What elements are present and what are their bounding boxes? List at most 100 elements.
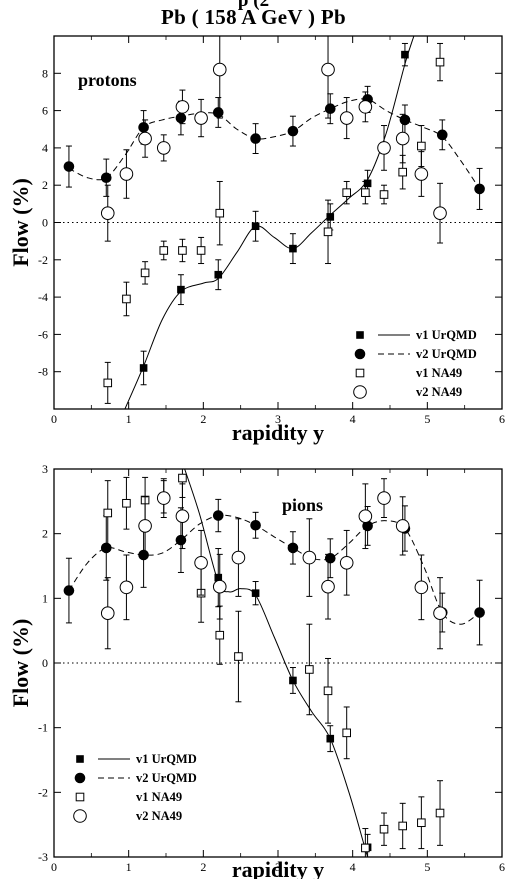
data-point — [339, 555, 354, 570]
data-point — [251, 222, 260, 231]
x-tick-label: 5 — [424, 860, 430, 874]
x-tick-label: 4 — [350, 412, 356, 426]
data-point — [323, 686, 333, 696]
y-tick-label: 8 — [42, 66, 48, 80]
data-point — [212, 107, 224, 118]
legend-label: v1 NA49 — [136, 790, 182, 804]
data-point — [175, 534, 187, 546]
data-point — [358, 100, 373, 114]
data-point — [289, 676, 297, 685]
data-point — [287, 542, 299, 554]
particle-label: protons — [78, 70, 137, 90]
data-point — [100, 172, 112, 184]
data-point — [251, 589, 260, 597]
data-point — [140, 268, 150, 278]
data-point — [215, 208, 225, 218]
legend-label: v2 NA49 — [136, 809, 182, 823]
legend-marker — [355, 368, 365, 378]
data-point — [395, 131, 410, 146]
x-tick-label: 0 — [51, 412, 57, 426]
y-tick-label: -3 — [38, 850, 48, 864]
data-point — [474, 183, 485, 195]
x-tick-label: 6 — [499, 412, 505, 426]
x-tick-label: 4 — [350, 860, 356, 874]
axis-ticks: 0 1 2 3 4 5 6 -3 -2 -1 0 1 2 3 — [38, 462, 505, 874]
legend-marker — [75, 792, 85, 802]
data-point — [414, 167, 429, 181]
y-tick-label: 2 — [42, 178, 48, 192]
data-point — [156, 141, 171, 155]
data-point — [156, 491, 171, 505]
x-tick-label: 1 — [126, 412, 132, 426]
legend-item: v1 NA49 — [355, 366, 462, 380]
data-point — [194, 111, 208, 125]
data-point — [417, 818, 426, 828]
legend-item: v2 NA49 — [73, 809, 182, 823]
data-point — [196, 246, 206, 255]
series-line-v1-urqmd — [124, 36, 415, 409]
legend-item: v2 NA49 — [353, 385, 462, 399]
series-line-v2-urqmd — [68, 98, 481, 190]
data-point — [175, 112, 187, 124]
y-tick-label: 3 — [42, 462, 48, 476]
x-axis-label: rapidity y — [232, 420, 324, 445]
series-v1-na49 — [103, 42, 445, 404]
data-point — [435, 808, 445, 818]
data-point — [433, 606, 447, 621]
data-point — [289, 244, 297, 253]
data-point — [214, 573, 223, 582]
data-point — [212, 579, 227, 594]
legend-marker — [74, 772, 86, 784]
x-tick-label: 6 — [499, 860, 505, 874]
data-point — [212, 62, 227, 77]
data-point — [321, 579, 335, 594]
data-point — [159, 246, 169, 255]
legend-marker — [76, 755, 84, 763]
y-tick-label: -4 — [38, 290, 48, 304]
x-tick-label: 2 — [200, 860, 206, 874]
legend-label: v2 UrQMD — [416, 347, 477, 361]
data-point — [377, 491, 391, 505]
data-point — [63, 161, 75, 172]
data-point — [119, 580, 134, 595]
legend-label: v1 NA49 — [416, 366, 462, 380]
data-point — [435, 57, 445, 67]
data-point — [379, 824, 389, 834]
data-point — [215, 630, 225, 640]
data-point — [122, 294, 131, 304]
data-point — [194, 555, 208, 570]
data-point — [250, 133, 261, 144]
data-point — [339, 111, 354, 125]
data-point — [326, 734, 335, 743]
data-point — [139, 364, 148, 372]
data-point — [398, 167, 407, 177]
y-tick-label: -6 — [38, 327, 48, 341]
legend-label: v1 UrQMD — [136, 752, 197, 766]
data-point — [305, 665, 314, 674]
x-tick-label: 2 — [200, 412, 206, 426]
data-point — [474, 607, 485, 618]
plot-frame — [53, 468, 503, 858]
data-point — [122, 498, 131, 508]
legend-marker — [356, 331, 364, 339]
data-point — [103, 378, 113, 388]
data-point — [417, 141, 426, 151]
x-tick-label: 3 — [275, 860, 281, 874]
data-point — [358, 509, 373, 524]
legend-label: v1 UrQMD — [416, 328, 477, 342]
legend-marker — [353, 385, 367, 399]
legend-item: v2 UrQMD — [354, 347, 477, 361]
legend-marker — [73, 809, 87, 823]
y-tick-label: 6 — [42, 104, 48, 118]
series-v2-na49 — [100, 36, 447, 244]
data-point — [234, 652, 243, 661]
data-point — [178, 473, 187, 483]
axis-ticks: 0 1 2 3 4 5 6 -8 -6 -4 -2 0 2 4 6 8 — [38, 36, 505, 426]
figure-title: Pb ( 158 A GeV ) Pb — [161, 5, 346, 29]
data-point — [398, 821, 407, 831]
y-axis-label: Flow (%) — [8, 178, 33, 267]
legend-item: v2 UrQMD — [74, 771, 197, 785]
data-point — [63, 585, 75, 596]
data-point — [377, 141, 391, 155]
